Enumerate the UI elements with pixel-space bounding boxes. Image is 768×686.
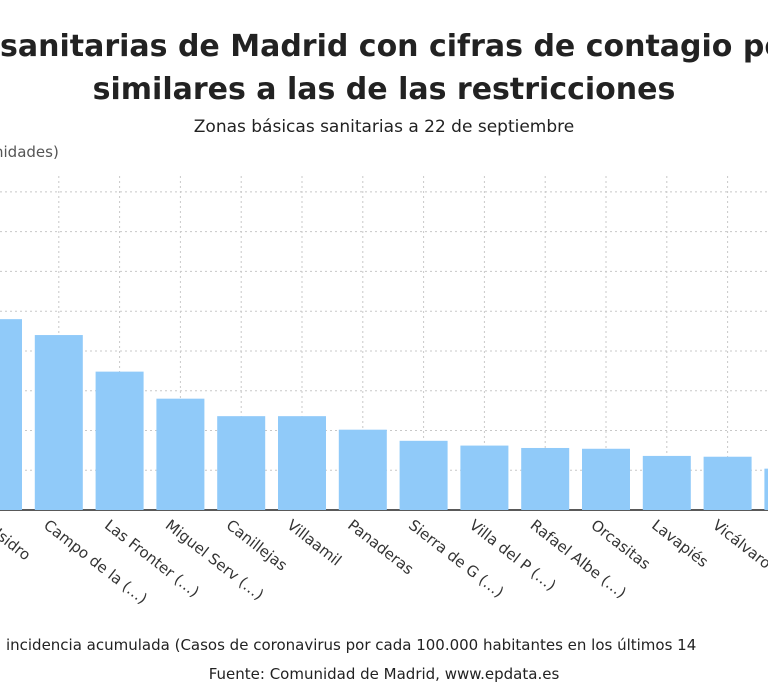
x-tick-label-fragment: …) bbox=[0, 589, 3, 616]
x-tick-label: n Isidro bbox=[0, 516, 34, 564]
bar bbox=[156, 398, 205, 510]
bar bbox=[399, 440, 448, 510]
chart-source: Fuente: Comunidad de Madrid, www.epdata.… bbox=[208, 665, 560, 683]
bar bbox=[34, 335, 83, 510]
bar bbox=[642, 455, 691, 510]
bar bbox=[95, 371, 144, 510]
x-tick-label: Villaamil bbox=[284, 516, 345, 569]
y-axis-label: nidades) bbox=[0, 143, 59, 161]
bar bbox=[764, 468, 768, 510]
x-tick-label: Lavapiés bbox=[648, 516, 712, 571]
bar bbox=[217, 416, 266, 510]
bar bbox=[582, 448, 630, 510]
bar bbox=[460, 445, 509, 510]
bar bbox=[703, 456, 752, 510]
chart-title-line-2: similares a las de las restricciones bbox=[92, 72, 676, 107]
x-tick-label: Panaderas bbox=[344, 516, 417, 578]
x-tick-label: Vicálvaro bbox=[709, 516, 768, 573]
chart-subtitle: Zonas básicas sanitarias a 22 de septiem… bbox=[193, 117, 575, 137]
bars bbox=[0, 319, 768, 510]
x-axis-label: a incidencia acumulada (Casos de coronav… bbox=[0, 636, 697, 654]
bar bbox=[278, 416, 326, 510]
chart-title-line-1: sanitarias de Madrid con cifras de conta… bbox=[0, 29, 768, 64]
bar bbox=[521, 447, 570, 510]
x-tick-label: Campo de la (…) bbox=[40, 516, 150, 608]
bar bbox=[338, 429, 387, 510]
bar bbox=[0, 319, 22, 510]
